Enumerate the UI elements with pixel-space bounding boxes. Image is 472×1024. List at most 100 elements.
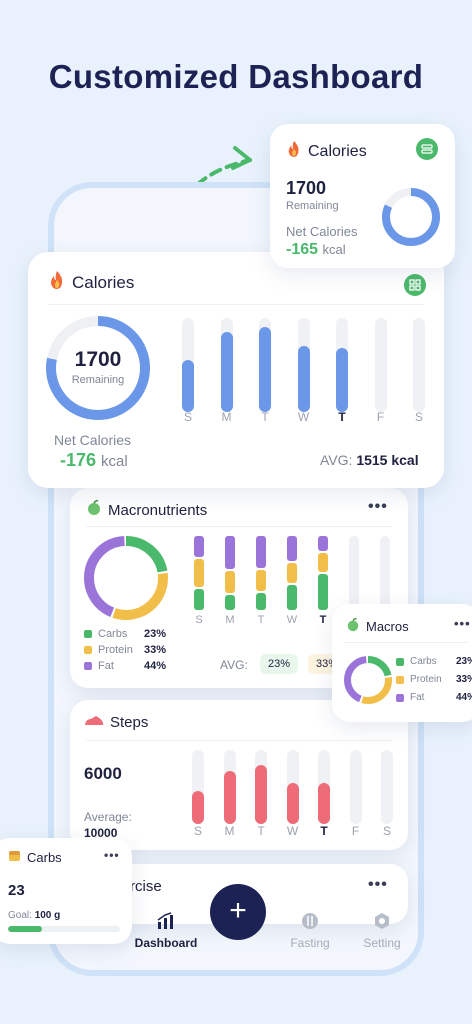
more-options-button[interactable]: ••• [454,616,471,631]
macros-widget[interactable]: Macros ••• Carbs 23% Protein 33% Fat 44% [332,604,472,722]
macro-segment [287,562,297,584]
legend-value: 33% [456,674,472,685]
headline: Customized Dashboard [48,58,424,95]
net-calories-value: -176 [60,450,97,470]
day-label: W [286,614,298,626]
calories-widget[interactable]: Calories 1700 Remaining Net Calories -16… [270,124,455,268]
fire-icon [48,270,66,295]
day-label: S [195,614,203,626]
steps-average-label: Average: [84,810,132,824]
macro-segment [318,536,328,551]
day-label: M [221,410,232,424]
bar-track [380,536,390,612]
net-calories-row: -176 kcal [60,450,128,471]
donut-slice-carbs [84,536,168,620]
donut-slice-protein [84,536,168,620]
macro-segment [318,552,328,572]
steps-value: 6000 [84,764,122,783]
bar-4 [318,783,330,824]
macros-widget-title: Macros [366,619,409,634]
bar-3 [297,346,310,412]
macro-segment [225,536,235,569]
day-label: F [376,410,385,424]
day-label: T [261,410,269,424]
macro-segment [318,574,328,610]
legend-name: Protein [410,674,442,685]
list-icon[interactable] [416,138,438,160]
more-options-button[interactable]: ••• [368,498,388,515]
carbs-goal-value: 100 g [34,910,61,921]
tab-setting[interactable]: Setting [342,912,422,950]
net-calories-unit: kcal [101,453,128,470]
calories-widget-remaining: Remaining [286,200,339,212]
tab-fasting[interactable]: Fasting [270,912,350,950]
day-label: S [382,824,391,838]
bar-track [318,750,330,824]
calories-widget-net-label: Net Calories [286,224,358,239]
bar-4 [336,348,348,412]
legend-item-fat: Fat 44% [396,692,472,703]
calories-widget-ring [382,188,440,246]
tab-setting-label: Setting [363,936,401,950]
carbs-widget[interactable]: Carbs ••• 23 Goal: 100 g [0,838,132,944]
fire-icon [286,140,302,163]
bar-track [336,318,348,412]
calories-card[interactable]: Calories 1700 Remaining Net Calories -17… [28,252,444,488]
legend-name: Fat [98,660,114,672]
legend-name: Carbs [410,656,437,667]
steps-title: Steps [110,714,149,731]
exercise-title: rcise [130,878,162,895]
avg-carbs-pill: 23% [260,654,299,674]
macro-segment [225,594,235,610]
legend-swatch [84,630,92,638]
add-button[interactable]: + [210,884,266,940]
calories-value: 1700 [74,348,122,371]
tab-dashboard[interactable]: Dashboard [126,912,206,950]
bar-2 [259,327,271,412]
legend-item-carbs: Carbs 23% [84,628,166,640]
day-label: T [257,824,265,838]
divider [48,304,424,305]
steps-card[interactable]: Steps 6000 Average: 10000 S M T W T F S [70,700,408,850]
avg-value: 1515 kcal [356,452,419,468]
apple-icon [86,500,102,520]
macro-segment [287,585,297,610]
grid-icon[interactable] [404,274,426,296]
tab-dashboard-label: Dashboard [134,936,198,950]
bar-1 [220,332,233,412]
bar-track [413,318,425,412]
ring-progress [382,188,440,246]
bar-track [374,318,387,412]
tab-bar: Dashboard + Fasting Setting [54,884,418,970]
donut-slice-fat [84,536,168,620]
bar-0 [182,360,194,412]
legend-name: Fat [410,692,425,703]
more-options-button[interactable]: ••• [104,848,120,862]
shoe-icon [84,714,104,731]
ring-progress [46,316,150,420]
legend-item-protein: Protein 33% [84,644,166,656]
bar-1 [223,770,236,824]
more-options-button[interactable]: ••• [368,876,388,893]
legend-swatch [396,675,404,684]
bar-track [182,318,194,412]
bar-track [192,750,204,824]
carbs-goal-row: Goal: 100 g [8,910,60,921]
legend-value: 44% [144,660,167,672]
day-label: T [338,410,346,424]
calories-widget-unit: kcal [322,242,346,257]
macro-segment [256,570,266,591]
gear-icon [375,913,389,929]
macro-segment [194,536,204,557]
carbs-goal-label: Goal: [8,910,32,921]
bar-track [381,750,393,824]
day-label: T [320,824,328,838]
macro-segment [256,593,266,610]
legend-name: Protein [98,644,133,656]
macros-widget-donut [344,656,392,704]
macro-segment [256,536,266,569]
day-label: M [224,824,235,838]
calories-widget-title: Calories [308,142,367,160]
donut-slice-fat [344,656,392,704]
bar-track [223,750,236,824]
